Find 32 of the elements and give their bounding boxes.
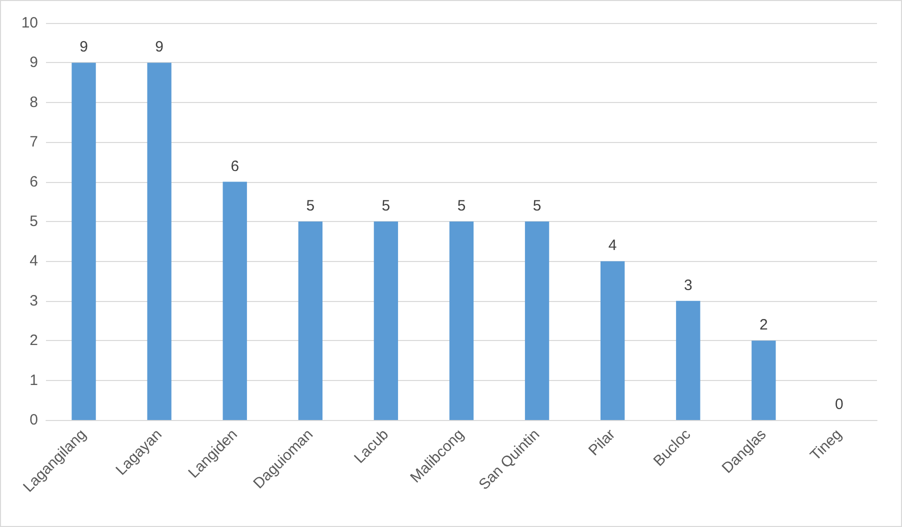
bar [222,182,247,420]
bar [374,222,398,420]
data-label: 4 [608,237,617,254]
data-label: 0 [835,396,844,413]
bar [147,62,172,420]
y-tick-label: 1 [30,372,38,389]
y-tick-label: 5 [30,213,38,230]
y-tick-label: 9 [30,54,38,72]
y-tick-label: 0 [30,412,38,428]
bar [600,261,625,420]
data-label: 5 [382,198,390,214]
data-label: 2 [760,316,768,334]
data-label: 5 [532,198,542,214]
y-tick-label: 10 [21,14,38,32]
y-tick-label: 2 [30,332,38,350]
bar [524,222,550,420]
y-tick-label: 4 [30,252,38,270]
y-tick-label: 3 [30,292,38,310]
data-label: 5 [306,198,315,214]
bar [752,340,776,420]
data-label: 9 [80,38,88,56]
data-label: 5 [457,198,466,214]
data-label: 6 [230,158,240,175]
bar [449,222,474,420]
bar [72,62,96,420]
y-tick-label: 7 [30,134,38,151]
bar [298,222,322,420]
data-label: 9 [155,38,164,56]
y-tick-label: 8 [30,94,38,111]
bar [676,300,700,420]
y-tick-label: 6 [30,173,38,190]
data-label: 3 [684,276,692,294]
